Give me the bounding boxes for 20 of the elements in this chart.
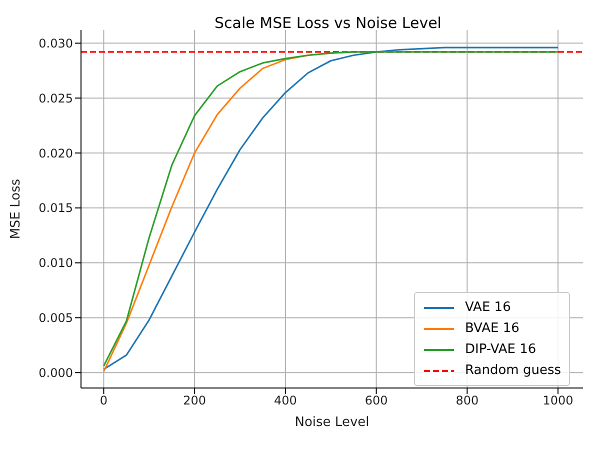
y-tick-label: 0.010	[38, 256, 73, 270]
y-axis-title: MSE Loss	[8, 178, 24, 240]
legend-label: Random guess	[465, 363, 561, 378]
y-tick-label: 0.000	[38, 366, 73, 380]
x-tick-label: 200	[183, 394, 206, 408]
x-tick-label: 800	[456, 394, 479, 408]
x-tick-label: 0	[100, 394, 108, 408]
legend-label: BVAE 16	[465, 321, 520, 336]
y-tick-label: 0.025	[38, 91, 73, 106]
y-tick-label: 0.030	[38, 36, 73, 50]
chart-title: Scale MSE Loss vs Noise Level	[214, 14, 442, 32]
x-axis-title: Noise Level	[294, 415, 370, 430]
y-tick-label: 0.015	[38, 201, 73, 216]
legend-label: VAE 16	[465, 300, 511, 315]
y-tick-label: 0.020	[38, 146, 73, 160]
x-tick-label: 400	[274, 394, 297, 408]
y-tick-label: 0.005	[38, 310, 73, 325]
x-tick-label: 600	[364, 394, 388, 408]
x-tick-label: 1000	[542, 394, 574, 408]
legend-label: DIP-VAE 16	[465, 342, 536, 357]
